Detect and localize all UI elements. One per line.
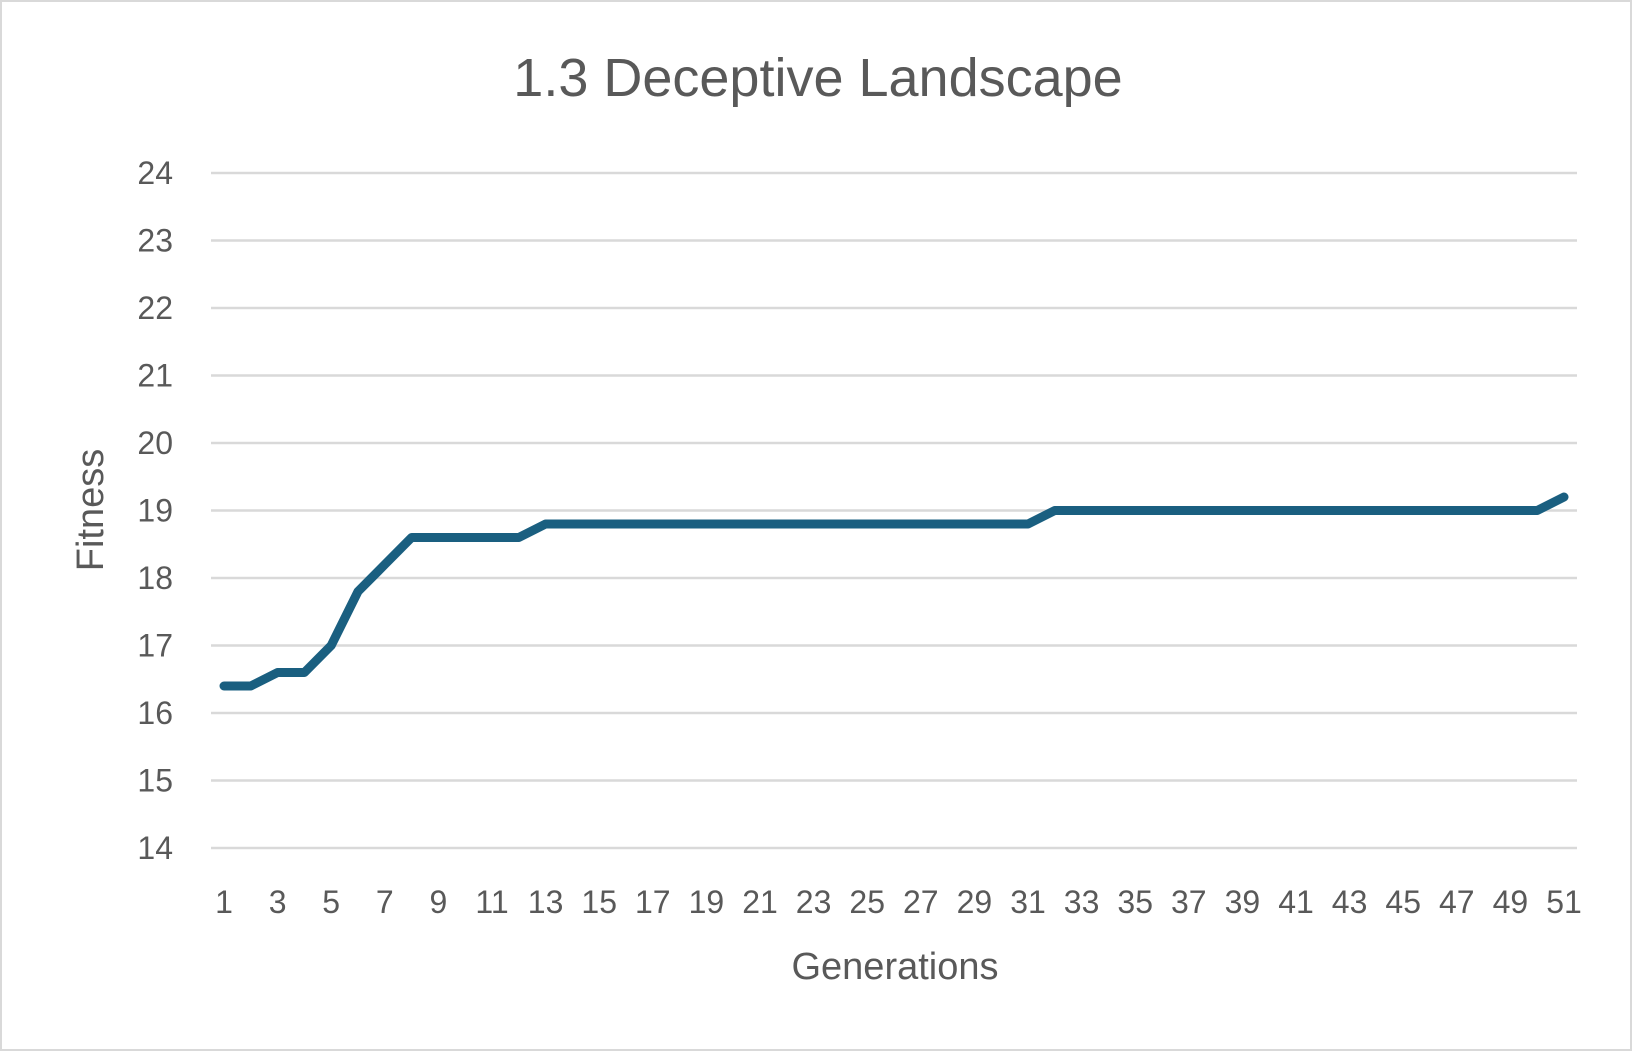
x-tick-label: 43 (1332, 884, 1368, 920)
y-tick-label: 18 (137, 560, 173, 596)
x-tick-label: 9 (430, 884, 448, 920)
y-axis-ticks: 14 15 16 17 18 19 20 21 22 23 24 (137, 155, 173, 866)
y-tick-label: 20 (137, 425, 173, 461)
y-tick-label: 19 (137, 493, 173, 529)
x-tick-label: 49 (1493, 884, 1529, 920)
x-tick-label: 35 (1117, 884, 1153, 920)
y-tick-label: 16 (137, 695, 173, 731)
x-tick-label: 3 (269, 884, 287, 920)
x-tick-label: 51 (1546, 884, 1582, 920)
x-axis-title: Generations (791, 946, 998, 988)
x-tick-label: 23 (796, 884, 832, 920)
x-tick-label: 1 (215, 884, 233, 920)
y-axis-title: Fitness (70, 449, 112, 571)
y-tick-label: 17 (137, 628, 173, 664)
x-tick-label: 7 (376, 884, 394, 920)
x-tick-label: 5 (322, 884, 340, 920)
x-tick-label: 11 (475, 884, 508, 920)
x-tick-label: 27 (903, 884, 939, 920)
y-tick-label: 24 (137, 155, 173, 191)
x-tick-label: 47 (1439, 884, 1475, 920)
x-tick-label: 33 (1064, 884, 1100, 920)
chart-title: 1.3 Deceptive Landscape (513, 48, 1122, 108)
x-tick-label: 21 (742, 884, 778, 920)
x-tick-label: 39 (1225, 884, 1261, 920)
y-tick-label: 14 (137, 830, 173, 866)
x-tick-label: 37 (1171, 884, 1207, 920)
x-tick-label: 29 (957, 884, 993, 920)
series-line-0 (224, 497, 1564, 686)
x-tick-label: 41 (1278, 884, 1314, 920)
series-layer (224, 497, 1564, 686)
y-tick-label: 23 (137, 223, 173, 259)
x-tick-label: 13 (528, 884, 564, 920)
x-tick-label: 31 (1010, 884, 1046, 920)
x-tick-label: 15 (581, 884, 617, 920)
x-tick-label: 17 (635, 884, 671, 920)
y-tick-label: 15 (137, 763, 173, 799)
x-tick-label: 45 (1385, 884, 1421, 920)
x-tick-label: 19 (689, 884, 725, 920)
y-tick-label: 21 (137, 358, 173, 394)
y-tick-label: 22 (137, 290, 173, 326)
x-tick-label: 25 (849, 884, 885, 920)
